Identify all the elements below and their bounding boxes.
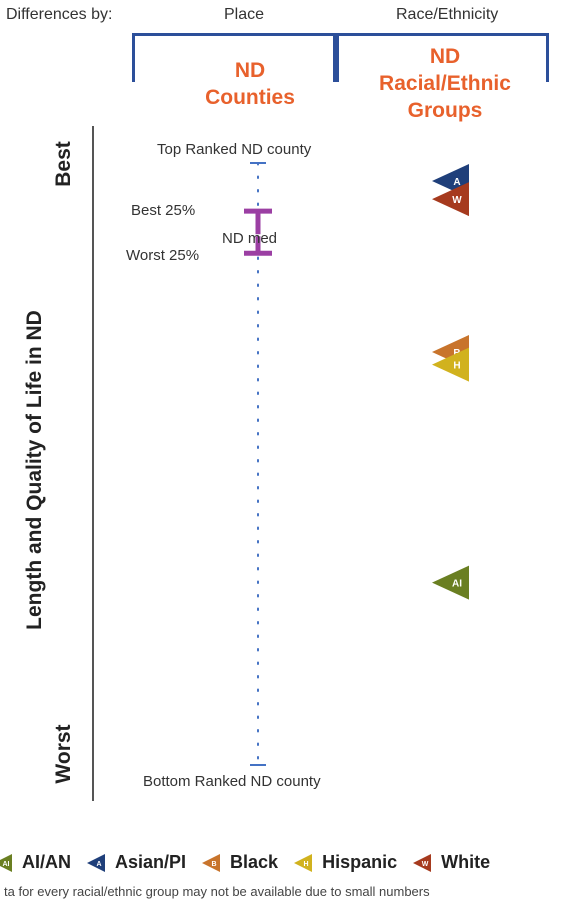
county-marks — [244, 162, 272, 766]
legend-item-ai-an: AI AI/AN — [0, 852, 71, 873]
legend-swatch-white: W — [413, 853, 432, 872]
top-county-label: Top Ranked ND county — [157, 141, 312, 158]
legend-item-black: B Black — [200, 852, 278, 873]
legend-swatch-black: B — [202, 853, 221, 872]
group-marker-label: AI — [452, 579, 462, 590]
race-ethnicity-header: Race/Ethnicity — [396, 6, 499, 23]
group-marker-hispanic: H — [432, 347, 469, 382]
differences-by-label: Differences by: — [6, 6, 113, 23]
group-marker-ai-an: AI — [432, 565, 469, 600]
svg-text:W: W — [422, 861, 429, 868]
legend-swatch-asian-pi: A — [87, 853, 105, 872]
race-bracket — [333, 33, 549, 82]
legend-label-ai-an: AI/AN — [22, 852, 71, 872]
legend: AI AI/AN A Asian/PI B Black H Hispanic W White — [0, 852, 504, 878]
worst25-label: Worst 25% — [126, 247, 200, 264]
nd-median-label: ND med — [222, 230, 278, 247]
legend-item-asian-pi: A Asian/PI — [85, 852, 186, 873]
legend-swatch-ai-an: AI — [0, 853, 12, 872]
svg-text:AI: AI — [3, 861, 10, 868]
legend-label-hispanic: Hispanic — [322, 852, 398, 872]
counties-group-title: ND Counties — [170, 57, 330, 111]
racial-groups-title: ND Racial/Ethnic Groups — [355, 43, 535, 124]
legend-item-white: W White — [411, 852, 490, 873]
footnote: ta for every racial/ethnic group may not… — [4, 884, 430, 899]
group-marks: AWBHAI — [432, 164, 469, 600]
racial-title-line-2: Racial/Ethnic — [379, 72, 511, 95]
racial-title-line-1: ND — [429, 45, 461, 68]
group-marker-label: A — [453, 177, 460, 188]
svg-text:A: A — [96, 861, 101, 868]
place-header: Place — [224, 6, 265, 23]
vertical-axis-line — [92, 126, 94, 801]
legend-label-black: Black — [230, 852, 279, 872]
legend-swatch-hispanic: H — [294, 853, 313, 872]
svg-text:H: H — [304, 861, 309, 868]
legend-label-white: White — [441, 852, 491, 872]
group-marker-label: H — [453, 361, 460, 372]
counties-title-line-2: Counties — [205, 86, 295, 109]
legend-label-asian-pi: Asian/PI — [115, 852, 187, 872]
bottom-county-label: Bottom Ranked ND county — [143, 773, 321, 790]
svg-text:B: B — [212, 861, 217, 868]
group-marker-white: W — [432, 182, 469, 217]
racial-title-line-3: Groups — [407, 99, 483, 122]
best25-label: Best 25% — [131, 202, 196, 219]
counties-title-line-1: ND — [234, 59, 266, 82]
place-bracket — [132, 33, 339, 82]
legend-item-hispanic: H Hispanic — [292, 852, 397, 873]
group-marker-label: W — [452, 195, 462, 206]
